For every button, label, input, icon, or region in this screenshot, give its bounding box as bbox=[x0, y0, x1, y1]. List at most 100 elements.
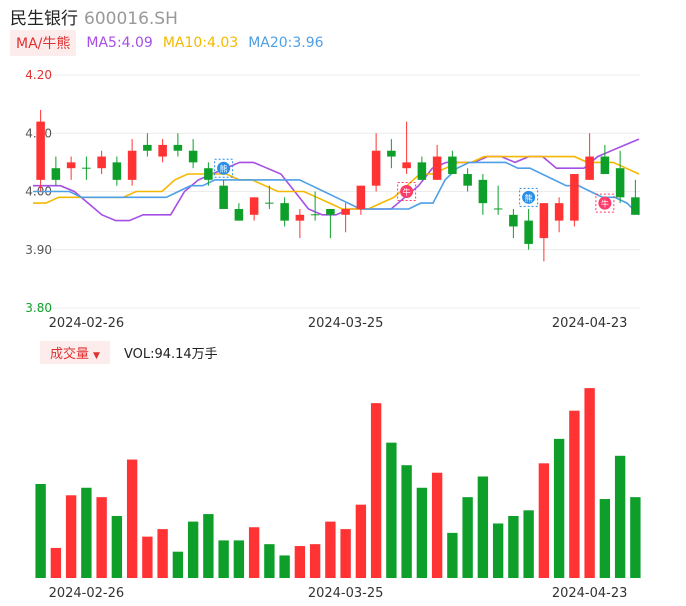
candle-body bbox=[432, 156, 442, 180]
volume-bar bbox=[50, 547, 62, 578]
volume-bar bbox=[614, 455, 626, 578]
x-tick-label: 2024-03-25 bbox=[308, 316, 384, 331]
candlestick bbox=[173, 133, 183, 157]
volume-bar bbox=[401, 465, 412, 578]
signal-label: 熊 bbox=[220, 164, 228, 174]
volume-bar bbox=[386, 442, 397, 578]
candlestick bbox=[66, 156, 76, 180]
candlestick bbox=[631, 179, 640, 215]
volume-bar bbox=[416, 487, 428, 578]
candle-body bbox=[402, 162, 411, 169]
stock-title: 民生银行 600016.SH bbox=[10, 4, 178, 29]
x-tick-label: 2024-04-23 bbox=[552, 316, 628, 331]
candle-body bbox=[615, 168, 625, 198]
volume-bar bbox=[462, 497, 473, 578]
volume-bar bbox=[630, 497, 641, 578]
candle-body bbox=[97, 156, 106, 169]
stock-name: 民生银行 bbox=[10, 9, 78, 29]
candle-body bbox=[219, 185, 228, 209]
volume-bar bbox=[508, 515, 519, 578]
volume-bar bbox=[248, 527, 260, 578]
candlestick bbox=[448, 150, 457, 175]
volume-legend: 成交量 ▼ VOL:94.14万手 bbox=[40, 341, 218, 364]
candle-body bbox=[524, 220, 533, 244]
volume-bar bbox=[584, 388, 595, 578]
candlestick bbox=[509, 208, 518, 239]
candle-body bbox=[127, 150, 137, 180]
signal-frame bbox=[519, 187, 539, 207]
candlestick bbox=[539, 203, 549, 262]
volume-bar bbox=[355, 504, 367, 578]
volume-bar bbox=[65, 495, 77, 578]
candlestick bbox=[51, 156, 61, 186]
ma-indicator-tab[interactable]: MA/牛熊 bbox=[10, 30, 77, 56]
candlestick bbox=[280, 197, 289, 227]
candlestick bbox=[600, 144, 610, 175]
candle-body bbox=[539, 203, 549, 239]
volume-bar bbox=[111, 515, 123, 578]
candlestick bbox=[127, 139, 137, 186]
volume-bar bbox=[187, 521, 199, 578]
bear-signal-marker: 熊 bbox=[519, 187, 539, 207]
candlestick bbox=[326, 208, 335, 239]
candlestick bbox=[585, 133, 594, 180]
candle-body bbox=[554, 203, 564, 221]
volume-bar bbox=[126, 459, 138, 578]
candle-body bbox=[631, 197, 640, 215]
candle-body bbox=[509, 214, 518, 227]
bull-signal-marker: 牛 bbox=[397, 182, 417, 201]
candle-body bbox=[341, 208, 350, 215]
volume-x-tick-label: 2024-02-26 bbox=[49, 586, 125, 601]
candlestick bbox=[615, 150, 625, 204]
candlestick bbox=[188, 139, 198, 169]
candlestick bbox=[310, 191, 320, 221]
volume-bar bbox=[81, 487, 92, 578]
candlestick bbox=[143, 133, 152, 157]
candle-body bbox=[585, 156, 594, 180]
volume-indicator-dropdown[interactable]: 成交量 ▼ bbox=[40, 341, 110, 364]
candlestick bbox=[554, 197, 564, 233]
candlestick bbox=[36, 109, 45, 192]
candlestick bbox=[570, 174, 579, 227]
ma-legend: MA/牛熊 MA5:4.09 MA10:4.03 MA20:3.96 bbox=[10, 30, 324, 56]
candlestick bbox=[341, 203, 350, 233]
volume-bar bbox=[340, 529, 351, 578]
volume-bar bbox=[172, 551, 184, 578]
ma5-legend: MA5:4.09 bbox=[86, 35, 153, 51]
candle-body bbox=[463, 174, 472, 186]
candle-body bbox=[66, 162, 76, 169]
y-tick-label: 3.90 bbox=[25, 243, 52, 257]
candle-body bbox=[173, 144, 183, 151]
volume-bar bbox=[96, 497, 107, 578]
volume-bar bbox=[218, 540, 229, 578]
volume-bar bbox=[157, 529, 168, 578]
y-tick-label: 4.20 bbox=[25, 68, 52, 82]
volume-bar bbox=[569, 410, 580, 578]
volume-bar bbox=[294, 546, 306, 578]
volume-bar bbox=[203, 514, 214, 578]
candle-body bbox=[249, 197, 259, 215]
candlestick bbox=[265, 185, 274, 209]
candle-body bbox=[158, 144, 167, 157]
volume-bar bbox=[325, 521, 336, 578]
candle-body bbox=[600, 156, 610, 175]
signal-label: 熊 bbox=[525, 193, 533, 203]
bear-signal-marker: 熊 bbox=[214, 158, 234, 178]
candlestick bbox=[158, 139, 167, 163]
signal-dot bbox=[522, 190, 536, 204]
signal-label: 牛 bbox=[601, 199, 609, 209]
candlestick bbox=[295, 208, 305, 239]
volume-bar bbox=[309, 544, 321, 578]
ma20-legend: MA20:3.96 bbox=[248, 35, 324, 51]
candlestick bbox=[356, 185, 366, 215]
volume-bar bbox=[477, 476, 489, 578]
candlestick bbox=[219, 179, 228, 209]
candle-body bbox=[234, 208, 244, 221]
candle-body bbox=[112, 162, 122, 180]
candlestick bbox=[112, 156, 122, 186]
candlestick bbox=[463, 168, 472, 192]
candle-body bbox=[478, 179, 488, 204]
candle-body bbox=[417, 162, 427, 180]
candlestick bbox=[234, 203, 244, 221]
